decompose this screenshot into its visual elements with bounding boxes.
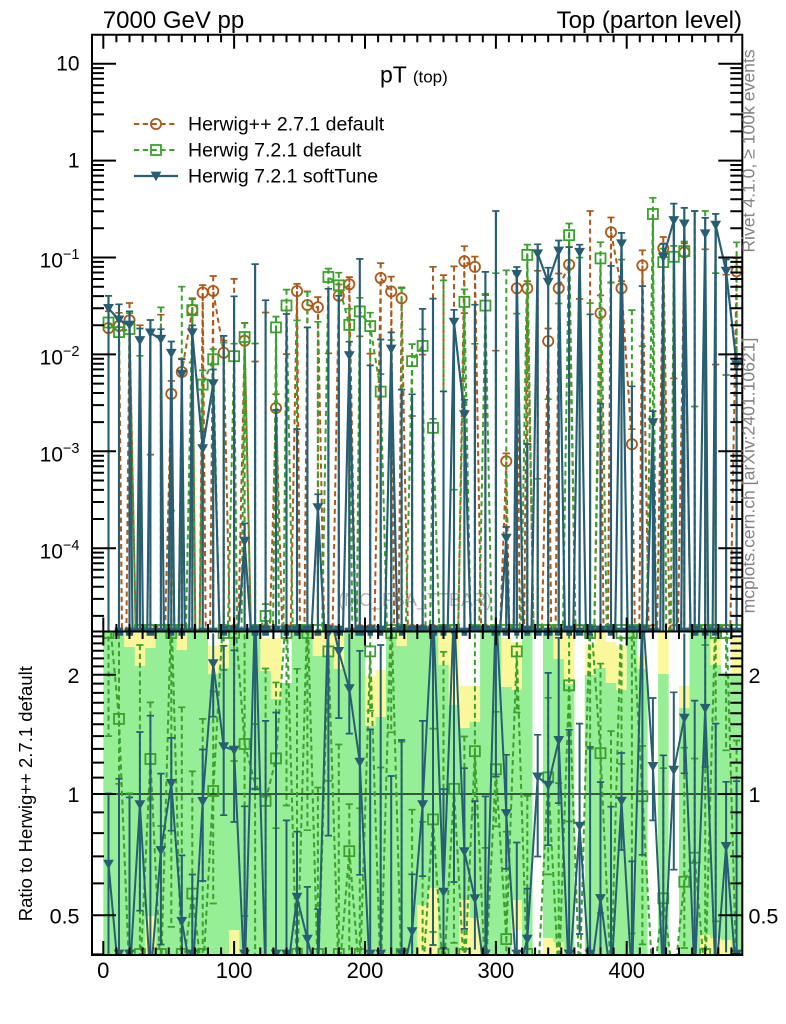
svg-text:7000 GeV pp: 7000 GeV pp [103, 7, 244, 34]
svg-text:mcplots.cern.ch [arXiv:2401.10: mcplots.cern.ch [arXiv:2401.10621] [739, 338, 759, 614]
svg-text:400: 400 [608, 958, 645, 983]
svg-text:2: 2 [749, 664, 761, 688]
svg-text:0.5: 0.5 [50, 904, 80, 928]
svg-text:10−1: 10−1 [40, 247, 80, 273]
svg-text:1: 1 [68, 150, 80, 173]
svg-text:Herwig++ 2.7.1 default: Herwig++ 2.7.1 default [188, 114, 385, 136]
svg-text:0: 0 [97, 958, 109, 983]
svg-text:0.5: 0.5 [749, 904, 779, 928]
svg-text:Herwig 7.2.1 default: Herwig 7.2.1 default [188, 140, 362, 162]
svg-text:Herwig 7.2.1 softTune: Herwig 7.2.1 softTune [188, 166, 378, 188]
svg-text:1: 1 [749, 783, 761, 807]
svg-text:Rivet 4.1.0, ≥ 100k events: Rivet 4.1.0, ≥ 100k events [739, 49, 759, 253]
svg-text:2: 2 [68, 664, 80, 688]
svg-text:Top (parton level): Top (parton level) [557, 7, 742, 34]
svg-text:1: 1 [68, 783, 80, 807]
svg-text:200: 200 [347, 958, 384, 983]
svg-text:300: 300 [477, 958, 514, 983]
svg-text:10−2: 10−2 [40, 344, 80, 370]
svg-text:100: 100 [216, 958, 253, 983]
svg-text:Ratio to Herwig++ 2.7.1 defaul: Ratio to Herwig++ 2.7.1 default [15, 666, 36, 921]
svg-text:10: 10 [56, 53, 79, 76]
